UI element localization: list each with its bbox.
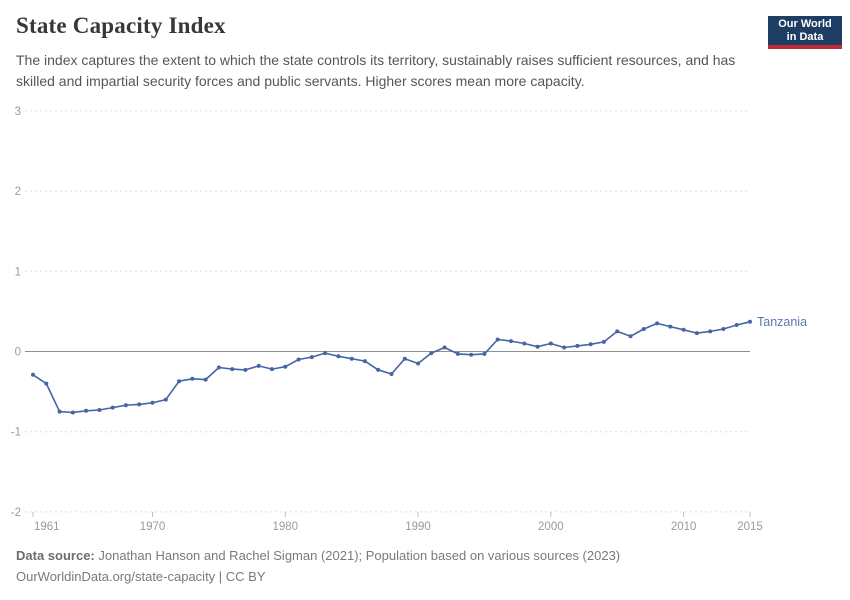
data-point <box>734 323 739 327</box>
data-point <box>376 367 381 372</box>
license-link[interactable]: OurWorldinData.org/state-capacity | CC B… <box>16 569 266 584</box>
data-point <box>469 352 474 357</box>
data-point <box>389 372 394 376</box>
data-point <box>522 341 527 346</box>
owid-logo: Our World in Data <box>768 16 842 49</box>
data-point <box>535 344 540 349</box>
data-point <box>748 319 752 324</box>
data-point <box>349 356 354 361</box>
data-point <box>44 381 49 386</box>
data-point <box>336 354 341 359</box>
y-axis-tick-label: -1 <box>11 427 21 439</box>
data-point <box>588 342 593 347</box>
x-axis-tick-label: 2000 <box>538 521 564 533</box>
data-point <box>190 376 195 381</box>
x-axis-tick-label: 1980 <box>272 521 298 533</box>
data-point <box>70 410 75 415</box>
series-end-label: Tanzania <box>757 315 807 329</box>
data-point <box>509 339 513 344</box>
x-axis-tick-label: 2010 <box>671 521 697 533</box>
data-point <box>548 341 553 346</box>
data-point <box>203 377 208 382</box>
y-axis-tick-label: -2 <box>11 507 21 519</box>
y-axis-tick-label: 0 <box>15 347 21 359</box>
page-title: State Capacity Index <box>16 13 226 38</box>
y-axis-tick-label: 2 <box>15 186 21 198</box>
data-point <box>495 337 500 342</box>
owid-logo-line2: in Data <box>786 30 824 43</box>
data-point <box>31 372 35 377</box>
data-point <box>97 408 102 412</box>
data-point <box>694 331 699 336</box>
data-point <box>110 405 115 410</box>
data-point <box>416 361 421 366</box>
data-point <box>243 367 248 372</box>
x-axis-tick-label: 1961 <box>34 521 60 533</box>
x-axis-tick-label: 1990 <box>405 521 431 533</box>
data-point <box>216 365 221 370</box>
data-point <box>163 397 168 402</box>
data-point <box>681 327 686 332</box>
data-point <box>668 324 673 329</box>
data-point <box>575 343 580 348</box>
owid-logo-line1: Our World <box>778 17 832 30</box>
line-chart: 3 2 1 0 -1 -2 1961 1970 1980 1990 2000 2010 2015 Tanz… <box>11 106 807 533</box>
data-point <box>455 351 460 356</box>
data-point <box>296 357 301 362</box>
data-point <box>442 345 447 350</box>
data-source-text: Jonathan Hanson and Rachel Sigman (2021)… <box>94 548 621 563</box>
license-line: OurWorldinData.org/state-capacity | CC B… <box>16 566 620 587</box>
data-point <box>283 364 288 369</box>
data-point <box>721 327 726 331</box>
data-point <box>641 327 646 331</box>
data-point <box>362 359 367 364</box>
data-point <box>601 339 606 344</box>
data-point <box>137 402 142 407</box>
data-point <box>150 400 155 405</box>
data-point <box>270 367 274 372</box>
data-point <box>123 403 128 408</box>
data-point <box>177 379 182 384</box>
data-point <box>230 367 235 372</box>
data-point <box>615 329 620 334</box>
x-axis-tick-label: 1970 <box>140 521 166 533</box>
data-point <box>309 355 314 360</box>
data-point <box>429 351 434 356</box>
data-point <box>57 409 62 414</box>
data-point <box>655 321 660 326</box>
data-point <box>402 356 407 361</box>
chart-subtitle: The index captures the extent to which t… <box>16 52 736 89</box>
data-source-label: Data source: <box>16 548 95 563</box>
data-line <box>32 321 751 414</box>
data-source-line: Data source: Jonathan Hanson and Rachel … <box>16 545 620 566</box>
data-point <box>256 363 261 368</box>
y-axis-tick-label: 3 <box>15 106 21 118</box>
data-point <box>562 345 567 350</box>
data-point <box>708 329 713 334</box>
data-point <box>84 408 89 413</box>
data-point <box>482 351 487 356</box>
data-point <box>323 351 328 356</box>
x-axis-tick-label: 2015 <box>737 521 763 533</box>
y-axis-tick-label: 1 <box>15 266 21 278</box>
data-point <box>628 334 633 339</box>
chart-footer: Data source: Jonathan Hanson and Rachel … <box>16 545 620 587</box>
